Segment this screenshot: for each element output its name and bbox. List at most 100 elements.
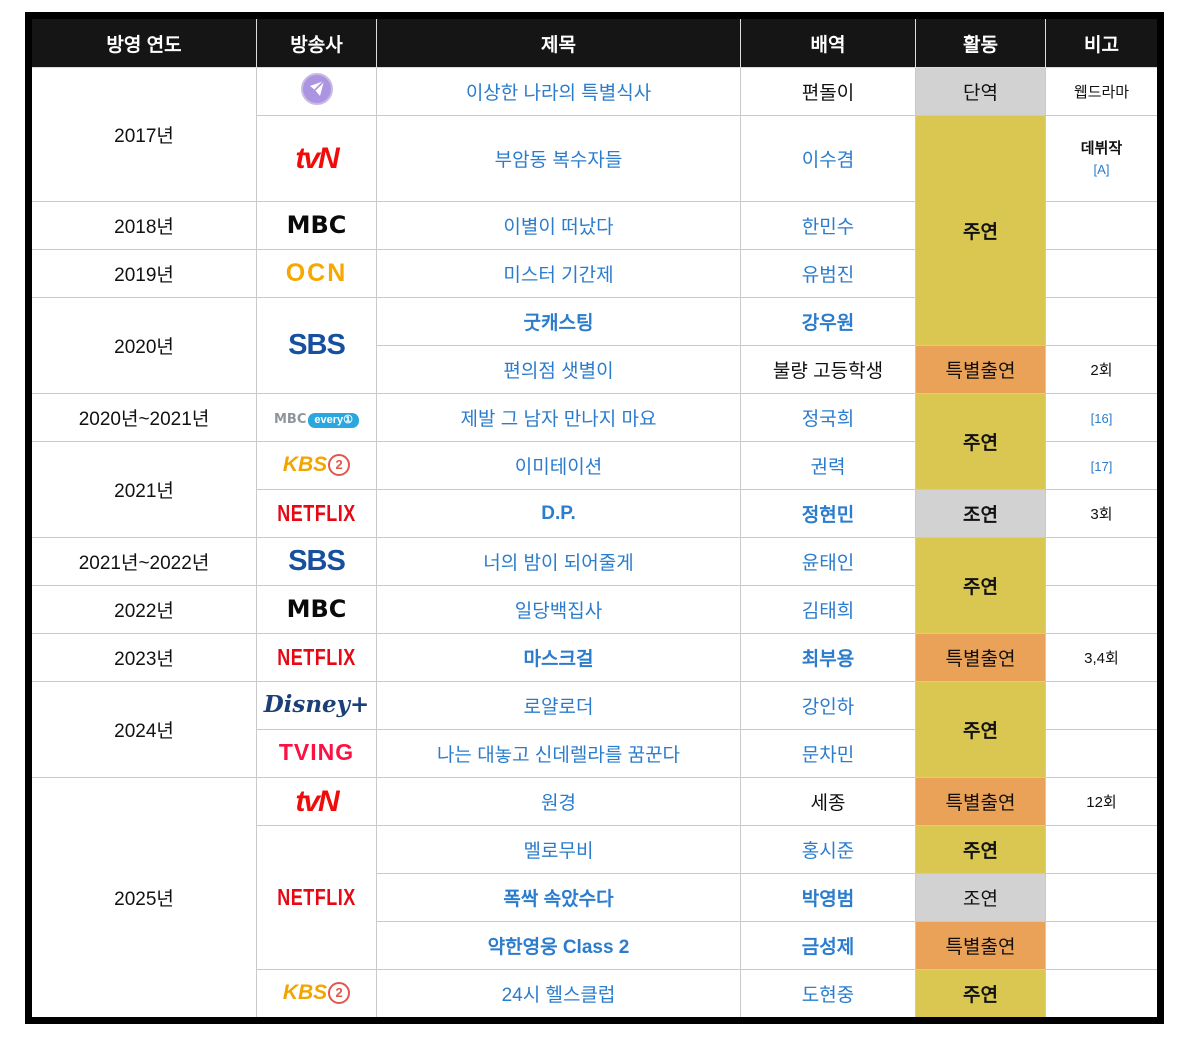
title-cell: 원경 — [376, 777, 741, 826]
role-link[interactable]: 김태희 — [801, 601, 855, 622]
note-text: 3,4회 — [1084, 649, 1119, 667]
netflix-logo[interactable]: NETFLIX — [277, 499, 356, 526]
table-row: 2021년~2022년 SBS 너의 밤이 되어줄게 윤태인 주연 — [28, 537, 1161, 634]
role-cell: 이수겸 — [740, 115, 916, 202]
note-cell — [1045, 873, 1161, 922]
title-link[interactable]: 굿캐스팅 — [523, 313, 594, 334]
title-link[interactable]: D.P. — [541, 502, 576, 524]
mbc-logo[interactable]: MBC — [286, 210, 347, 239]
note-cell — [1045, 969, 1161, 1021]
title-link[interactable]: 부암동 복수자들 — [494, 150, 623, 171]
role-link[interactable]: 강인하 — [801, 697, 855, 718]
note-cell: [16] — [1045, 393, 1161, 442]
footnote-link[interactable]: [17] — [1090, 458, 1113, 474]
note-text: 데뷔작 — [1080, 139, 1123, 157]
title-link[interactable]: 편의점 샛별이 — [503, 361, 614, 382]
role-cell: 편돌이 — [740, 67, 916, 116]
broadcaster-cell: SBS — [256, 537, 377, 586]
mbc-logo[interactable]: MBC — [286, 594, 347, 623]
note-cell — [1045, 681, 1161, 730]
title-link[interactable]: 멜로무비 — [523, 841, 594, 862]
role-cell: 한민수 — [740, 201, 916, 250]
role-link[interactable]: 강우원 — [801, 313, 855, 334]
column-header-5: 비고 — [1045, 15, 1161, 68]
netflix-logo[interactable]: NETFLIX — [277, 643, 356, 670]
year-cell: 2020년~2021년 — [28, 393, 257, 442]
broadcaster-cell: tvN — [256, 777, 377, 826]
title-cell: 마스크걸 — [376, 633, 741, 682]
sbs-logo[interactable]: SBS — [288, 545, 346, 577]
sbs-logo[interactable]: SBS — [288, 329, 346, 361]
table-row: 2025년 tvN 원경 세종 특별출연 12회 — [28, 777, 1161, 1021]
title-link[interactable]: 너의 밤이 되어줄게 — [483, 553, 634, 574]
title-link[interactable]: 폭싹 속았수다 — [503, 889, 614, 910]
role-link[interactable]: 정현민 — [801, 505, 855, 526]
role-link[interactable]: 박영범 — [801, 889, 855, 910]
role-cell: 불량 고등학생 — [740, 345, 916, 394]
activity-badge: 특별출연 — [915, 345, 1046, 394]
table-row: 2024년 Disney+ 로얄로더 강인하 주연 — [28, 681, 1161, 778]
activity-badge: 특별출연 — [915, 633, 1046, 682]
netflix-logo[interactable]: NETFLIX — [277, 883, 356, 910]
role-link[interactable]: 금성제 — [801, 937, 855, 958]
title-link[interactable]: 로얄로더 — [523, 697, 594, 718]
column-header-2: 제목 — [376, 15, 741, 68]
tving-logo[interactable]: TVING — [278, 739, 355, 765]
title-link[interactable]: 나는 대놓고 신데렐라를 꿈꾼다 — [436, 745, 681, 766]
role-link[interactable]: 권력 — [810, 457, 846, 478]
table-row: 편의점 샛별이 불량 고등학생 특별출연 2회 — [29, 345, 1161, 394]
title-link[interactable]: 이미테이션 — [514, 457, 603, 478]
role-link[interactable]: 윤태인 — [801, 553, 855, 574]
table-row: 2017년 이상한 나라의 특별식사 편돌이 단역 웹드라마 — [28, 67, 1161, 202]
title-link[interactable]: 미스터 기간제 — [503, 265, 614, 286]
title-cell: 로얄로더 — [376, 681, 741, 730]
mbc-every1-logo[interactable]: MBC every① — [274, 408, 359, 428]
broadcaster-cell: NETFLIX — [256, 633, 377, 682]
activity-badge: 주연 — [915, 393, 1046, 490]
note-cell: 3회 — [1045, 489, 1161, 538]
table-row: 2021년 KBS 2 이미테이션 권력 [17] — [28, 441, 1161, 538]
role-link[interactable]: 유범진 — [801, 265, 855, 286]
title-link[interactable]: 일당백집사 — [514, 601, 603, 622]
title-link[interactable]: 마스크걸 — [523, 649, 594, 670]
role-link[interactable]: 도현중 — [801, 985, 855, 1006]
title-link[interactable]: 이별이 떠났다 — [503, 217, 614, 238]
note-cell: 데뷔작 [A] — [1045, 115, 1161, 202]
title-link[interactable]: 24시 헬스클럽 — [501, 985, 616, 1006]
table-row: 2019년 OCN 미스터 기간제 유범진 — [28, 249, 1161, 298]
kbs2-logo[interactable]: KBS 2 — [283, 982, 351, 1004]
tvn-logo[interactable]: tvN — [295, 784, 339, 818]
title-link[interactable]: 원경 — [541, 793, 576, 814]
table-header-row: 방영 연도 방송사 제목 배역 활동 비고 — [28, 15, 1161, 68]
ocn-logo[interactable]: OCN — [285, 258, 348, 287]
footnote-link[interactable]: [16] — [1090, 410, 1113, 426]
table-row: NETFLIX 멜로무비 홍시준 주연 — [29, 825, 1161, 970]
role-link[interactable]: 문차민 — [801, 745, 855, 766]
table-row: NETFLIX D.P. 정현민 조연 3회 — [29, 489, 1161, 538]
title-link[interactable]: 약한영웅 Class 2 — [487, 937, 630, 958]
purple-play-logo[interactable] — [299, 71, 335, 111]
title-cell: 폭싹 속았수다 — [376, 873, 741, 922]
broadcaster-cell: KBS 2 — [256, 441, 377, 490]
title-link[interactable]: 이상한 나라의 특별식사 — [465, 83, 652, 104]
disney-plus-logo[interactable]: Disney+ — [263, 691, 370, 718]
tvn-logo[interactable]: tvN — [295, 141, 339, 175]
role-link[interactable]: 정국희 — [801, 409, 855, 430]
year-cell: 2025년 — [28, 777, 257, 1021]
role-cell: 유범진 — [740, 249, 916, 298]
title-cell: 멜로무비 — [376, 825, 741, 874]
role-link[interactable]: 한민수 — [801, 217, 855, 238]
broadcaster-cell: MBC — [256, 585, 377, 634]
role-cell: 최부용 — [740, 633, 916, 682]
column-header-0: 방영 연도 — [28, 15, 257, 68]
activity-badge: 단역 — [915, 67, 1046, 116]
role-link[interactable]: 최부용 — [801, 649, 855, 670]
footnote-link[interactable]: [A] — [1093, 162, 1110, 177]
year-cell: 2020년 — [28, 297, 257, 394]
role-link[interactable]: 이수겸 — [801, 150, 855, 171]
role-link[interactable]: 홍시준 — [801, 841, 855, 862]
kbs2-logo[interactable]: KBS 2 — [283, 454, 351, 476]
note-cell — [1045, 729, 1161, 778]
title-link[interactable]: 제발 그 남자 만나지 마요 — [460, 409, 657, 430]
role-cell: 박영범 — [740, 873, 916, 922]
